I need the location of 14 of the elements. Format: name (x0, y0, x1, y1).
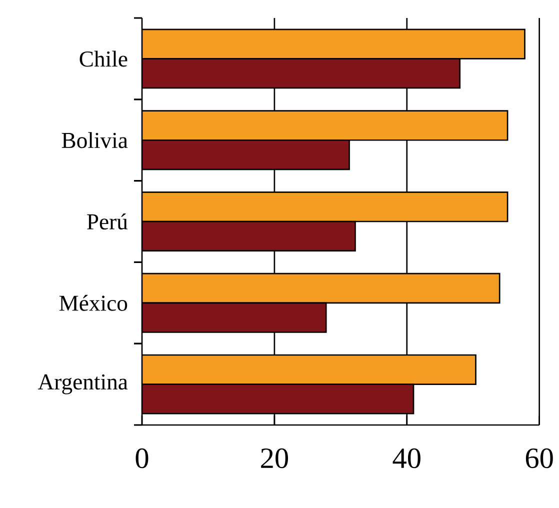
y-tick-label: Perú (87, 214, 128, 230)
y-tick-label: México (59, 294, 128, 311)
x-tick-label: 60 (526, 448, 553, 468)
bar (142, 58, 461, 89)
y-tick-label: Bolivia (62, 132, 128, 148)
x-tick-label: 40 (392, 448, 420, 468)
x-tick-label: 20 (261, 448, 288, 468)
y-tick-label: Chile (80, 50, 128, 67)
y-tick-label: Argentina (38, 374, 128, 394)
bar (142, 220, 356, 252)
bar (142, 384, 414, 414)
bar (142, 139, 350, 170)
bar (142, 302, 327, 333)
x-tick-label: 0 (136, 448, 148, 468)
